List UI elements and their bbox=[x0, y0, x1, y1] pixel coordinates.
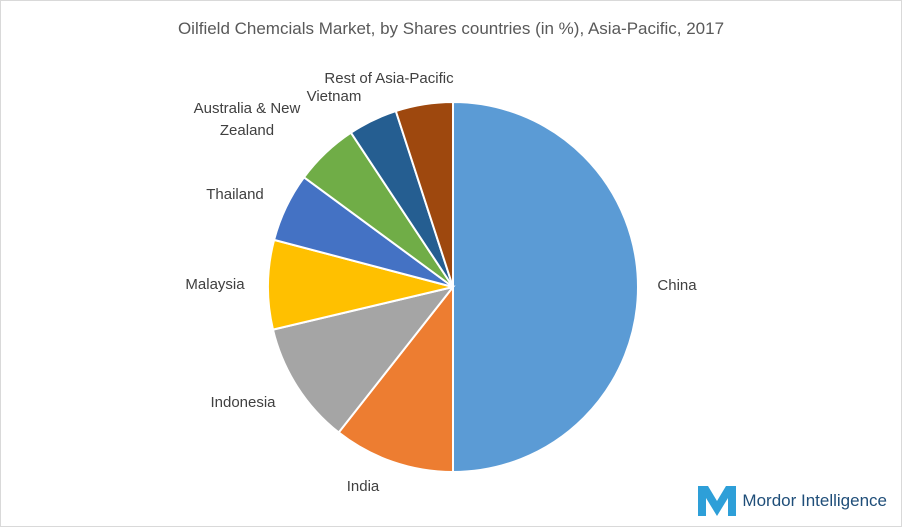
source: Mordor Intelligence bbox=[742, 491, 887, 510]
chart-title: Oilfield Chemcials Market, by Shares cou… bbox=[177, 19, 725, 38]
logo: Mordor Intelligence bbox=[698, 486, 887, 516]
pie-slice bbox=[271, 285, 456, 434]
pie-slice bbox=[337, 284, 454, 474]
slice-label: Indonesia bbox=[210, 394, 276, 411]
slice-label: Thailand bbox=[206, 186, 264, 203]
logo-icon bbox=[698, 486, 737, 516]
slice-label: Malaysia bbox=[185, 276, 245, 293]
slice-label: Australia & New Zealand bbox=[193, 100, 301, 139]
slice-label: India bbox=[346, 478, 380, 495]
slice-label: China bbox=[657, 277, 697, 294]
pie-slice bbox=[394, 100, 454, 288]
slice-label: Rest of Asia-Pacific bbox=[324, 70, 454, 87]
slice-label: Vietnam bbox=[306, 88, 362, 105]
pie-slice bbox=[452, 100, 639, 474]
